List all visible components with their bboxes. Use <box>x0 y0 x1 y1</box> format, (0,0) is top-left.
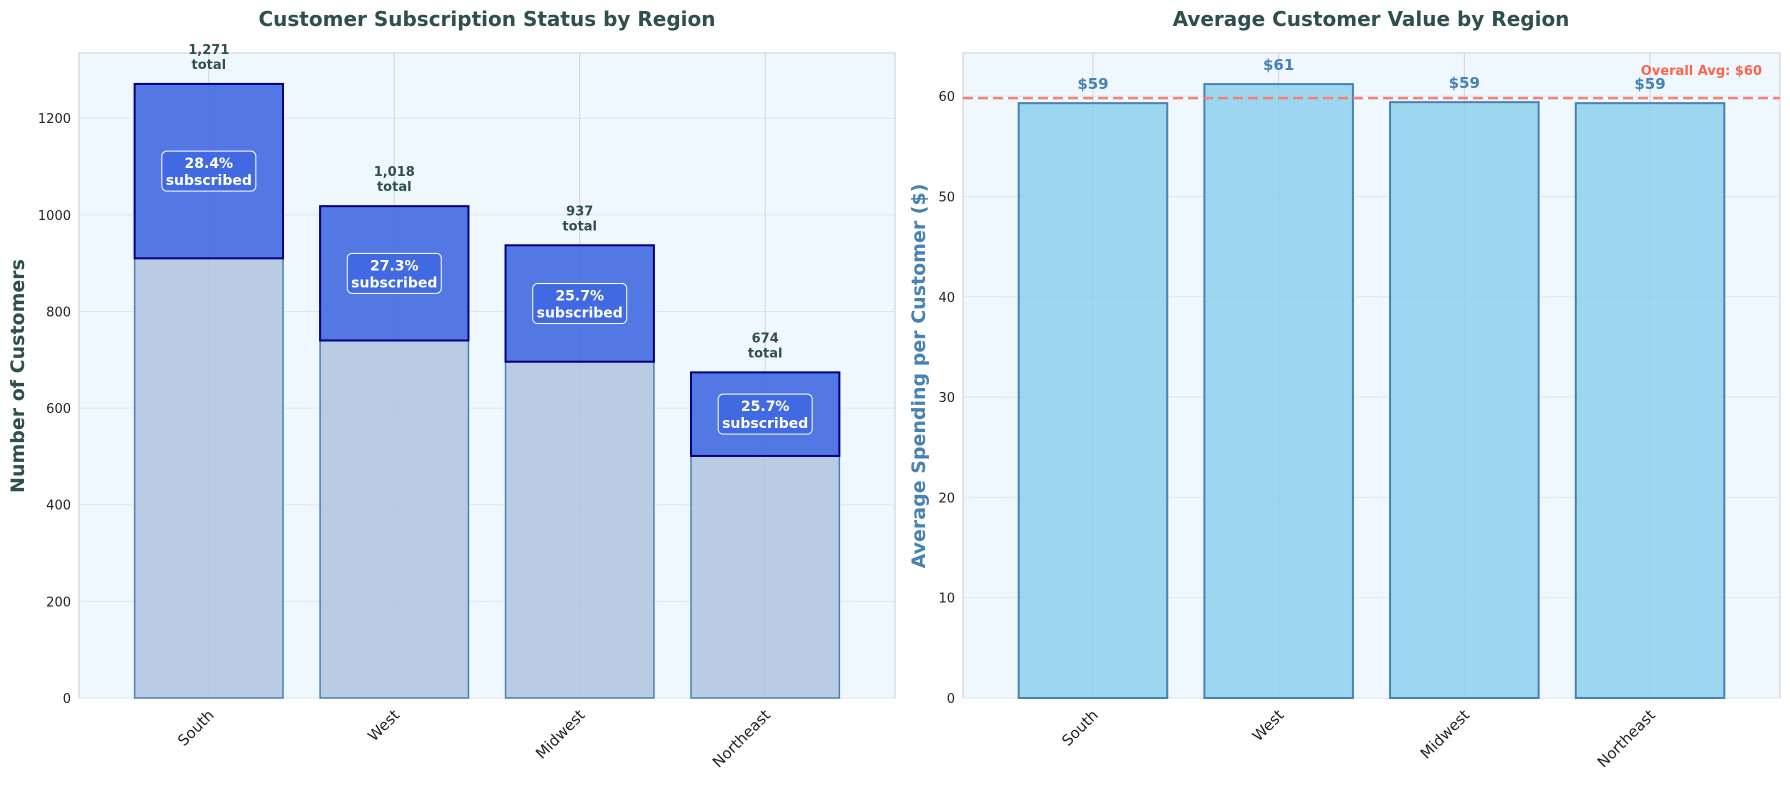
left-y-tick-label: 1000 <box>38 209 71 224</box>
left-bar-not-subscribed-2 <box>504 360 655 699</box>
right-y-ticks: 0 10 20 30 40 50 60 <box>938 90 955 707</box>
left-pct-label-0: 28.4% <box>185 156 234 172</box>
right-chart-title: Average Customer Value by Region <box>1173 7 1570 31</box>
left-bar-subscribed-2 <box>504 244 655 363</box>
left-total-suffix-3: total <box>748 346 783 361</box>
right-bar-2 <box>1389 101 1540 700</box>
left-x-tick-label: South <box>174 706 218 750</box>
right-y-tick-label: 40 <box>938 291 955 306</box>
left-y-tick-label: 1200 <box>38 112 71 127</box>
left-bar-labels: 1,271total28.4%subscribed1,018total27.3%… <box>161 43 813 435</box>
right-x-tick-label: Midwest <box>1417 706 1474 763</box>
right-bar-0 <box>1017 102 1169 699</box>
right-x-ticks: South West Midwest Northeast <box>1058 706 1659 771</box>
value-chart: Overall Avg: $60 $59 $61 $59 $59 0 10 20 30 40 5… <box>908 7 1781 771</box>
left-y-tick-label: 0 <box>63 692 71 707</box>
left-y-axis-label: Number of Customers <box>7 259 29 493</box>
left-pct-label-2: 25.7% <box>555 289 604 305</box>
left-pct-suffix-1: subscribed <box>351 275 437 291</box>
left-total-label-2: 937 <box>566 204 593 219</box>
left-x-ticks: South West Midwest Northeast <box>174 706 774 771</box>
left-chart-title: Customer Subscription Status by Region <box>258 7 715 31</box>
right-x-tick-label: South <box>1058 706 1102 750</box>
right-bar-labels: $59 $61 $59 $59 <box>1077 56 1665 93</box>
right-bars <box>1017 83 1726 700</box>
left-y-ticks: 0 200 400 600 800 1000 1200 <box>38 112 71 707</box>
left-pct-box-2 <box>532 283 628 325</box>
right-x-tick-label: Northeast <box>1594 706 1659 771</box>
right-bar-3 <box>1574 102 1726 699</box>
left-pct-label-1: 27.3% <box>370 258 419 274</box>
left-x-tick-label: Midwest <box>532 706 589 763</box>
left-bar-not-subscribed-3 <box>690 455 841 699</box>
right-y-tick-label: 0 <box>947 692 955 707</box>
left-pct-box-1 <box>346 252 442 294</box>
right-value-label-2: $59 <box>1449 74 1480 92</box>
right-bar-1 <box>1203 83 1354 699</box>
left-total-suffix-0: total <box>192 58 227 73</box>
left-total-label-1: 1,018 <box>374 165 415 180</box>
left-pct-suffix-3: subscribed <box>722 416 808 432</box>
left-total-label-0: 1,271 <box>188 43 229 58</box>
left-bar-not-subscribed-0 <box>133 257 284 699</box>
right-y-tick-label: 60 <box>938 90 955 105</box>
left-x-tick-label: Northeast <box>709 706 774 771</box>
left-pct-label-3: 25.7% <box>741 399 790 415</box>
left-pct-box-3 <box>717 393 813 435</box>
right-x-tick-label: West <box>1249 706 1288 745</box>
left-bars <box>133 82 841 699</box>
right-y-tick-label: 30 <box>938 391 955 406</box>
right-y-tick-label: 20 <box>938 491 955 506</box>
right-reference-line-group: Overall Avg: $60 <box>963 64 1780 100</box>
left-pct-box-0 <box>161 150 257 192</box>
left-y-tick-label: 200 <box>46 595 71 610</box>
right-y-axis-label: Average Spending per Customer ($) <box>908 184 930 569</box>
left-y-tick-label: 800 <box>46 305 71 320</box>
right-value-label-0: $59 <box>1077 75 1108 93</box>
left-total-suffix-1: total <box>377 180 412 195</box>
left-bar-not-subscribed-1 <box>319 339 470 699</box>
left-x-tick-label: West <box>364 706 403 745</box>
right-y-tick-label: 50 <box>938 190 955 205</box>
left-y-tick-label: 400 <box>46 499 71 514</box>
left-y-tick-label: 600 <box>46 402 71 417</box>
right-y-tick-label: 10 <box>938 592 955 607</box>
right-reference-label: Overall Avg: $60 <box>1641 64 1762 79</box>
subscription-chart: 1,271total28.4%subscribed1,018total27.3%… <box>7 7 896 771</box>
left-pct-suffix-2: subscribed <box>537 306 623 322</box>
right-value-label-1: $61 <box>1263 56 1294 74</box>
left-total-label-3: 674 <box>752 331 779 346</box>
left-pct-suffix-0: subscribed <box>166 173 252 189</box>
left-total-suffix-2: total <box>562 219 597 234</box>
right-value-label-3: $59 <box>1634 75 1665 93</box>
